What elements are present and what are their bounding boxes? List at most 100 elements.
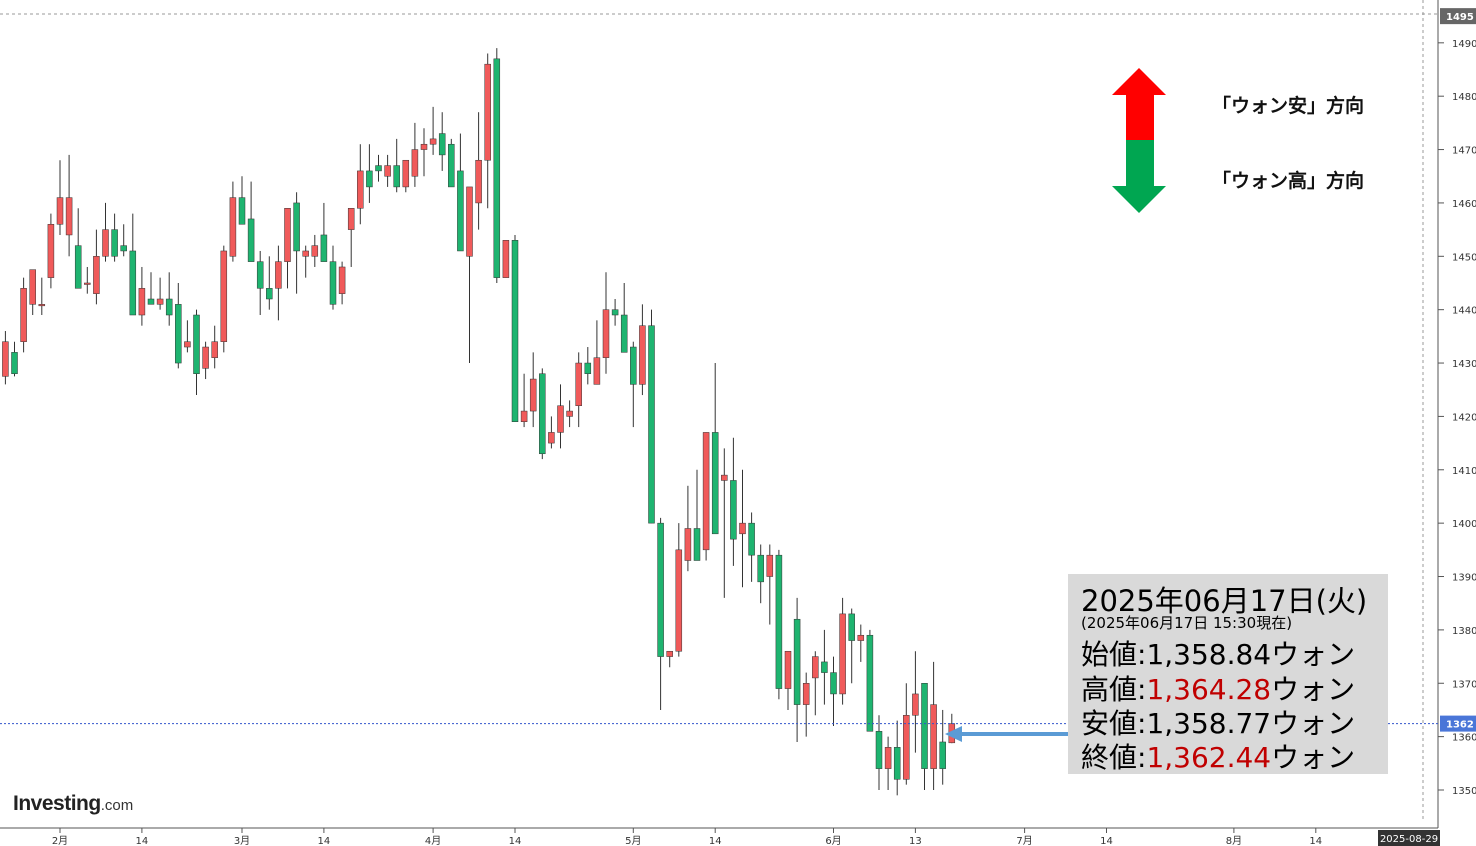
x-tick-label: 6月 (825, 835, 841, 846)
candle (329, 245, 337, 310)
candle (238, 176, 246, 225)
candle (821, 629, 828, 705)
candle-body (74, 245, 82, 289)
candle (484, 53, 491, 209)
candle-body (256, 261, 264, 289)
candle-body (921, 683, 928, 769)
candle (375, 154, 382, 182)
y-tick-label: 1350 (1452, 786, 1476, 797)
candle-body (775, 554, 783, 689)
candle-body (766, 554, 774, 577)
candle (739, 469, 746, 588)
x-tick-label: 14 (136, 836, 149, 846)
candle (56, 160, 64, 235)
info-date: 2025年06月17日(火) (1081, 584, 1368, 618)
candle-body (29, 269, 36, 305)
candle-body (138, 288, 146, 316)
candle (47, 213, 55, 289)
legend-up-arrow (1112, 68, 1166, 140)
candle-body (302, 250, 309, 257)
x-tick-label: 2月 (52, 835, 68, 846)
candle (338, 261, 346, 305)
y-tick-label: 1470 (1452, 146, 1476, 157)
candle (138, 266, 146, 326)
candle-body (875, 731, 883, 769)
candle-body (429, 138, 437, 145)
candle (648, 309, 655, 524)
candle-body (402, 159, 410, 188)
candle (202, 341, 209, 380)
candle (602, 272, 610, 374)
candle (548, 416, 555, 449)
candle (156, 277, 164, 310)
candle (220, 245, 228, 353)
candle (393, 138, 400, 193)
candle (411, 122, 419, 187)
candle-body (229, 197, 237, 257)
candle (593, 320, 601, 385)
candle-body (620, 314, 628, 353)
candle (475, 112, 482, 230)
candle (875, 715, 883, 790)
top-badge-label: 1495 (1446, 12, 1474, 23)
candle (802, 672, 810, 737)
candle (438, 112, 446, 171)
info-low-row: 安値:1,358.77ウォン (1081, 702, 1355, 742)
candle-body (84, 282, 91, 285)
candle (129, 213, 137, 316)
candle-body (393, 165, 400, 188)
candle-body (593, 357, 601, 385)
candle (575, 352, 582, 428)
candle (275, 245, 282, 321)
candle-body (448, 143, 455, 188)
candle (730, 437, 737, 566)
candle-body (338, 266, 346, 294)
pointer-arrow (945, 726, 1068, 742)
candle-body (893, 747, 901, 780)
open-unit: ウォン (1271, 638, 1356, 671)
candle (102, 202, 109, 262)
current-price-badge: 1362 (1440, 715, 1476, 732)
ohlc-info-box: 2025年06月17日(火) (2025年06月17日 15:30現在) 始値:… (1068, 574, 1388, 774)
candle (84, 266, 91, 294)
candle (748, 512, 755, 582)
legend-up-label: 「ウォン安」方向 (1212, 95, 1365, 117)
low-value: 1,358.77 (1146, 707, 1272, 740)
logo-brand: Investing (13, 792, 101, 815)
x-tick-label: 14 (509, 836, 522, 846)
candle-body (484, 63, 491, 161)
candle (639, 304, 646, 396)
candle (293, 192, 300, 294)
candle-body (56, 197, 64, 225)
open-label: 始値: (1081, 638, 1147, 671)
top-price-badge: 1495 (1440, 8, 1476, 25)
candle (266, 256, 273, 310)
close-value: 1,362.44 (1146, 741, 1272, 774)
candle-body (502, 240, 510, 278)
candle-body (47, 224, 55, 278)
price-badge-label: 1362 (1446, 720, 1474, 731)
candle-body (657, 522, 664, 657)
candle (866, 629, 874, 732)
candle (520, 373, 528, 428)
y-axis: 1350 1360 1370 1380 1390 1400 1410 1420 1430 1440… (1438, 39, 1476, 797)
candle-body (293, 202, 300, 252)
y-tick-label: 1360 (1452, 733, 1476, 744)
candle (284, 208, 291, 289)
candle (566, 400, 573, 428)
candle-body (575, 362, 582, 406)
candle (912, 651, 919, 753)
x-tick-label: 14 (318, 836, 331, 846)
candle (539, 368, 546, 460)
candle-body (529, 378, 537, 412)
candle (848, 608, 855, 684)
candle (893, 720, 901, 796)
candle-body (438, 133, 446, 156)
candle (229, 181, 237, 262)
legend-down-arrow (1112, 140, 1166, 213)
candle-body (821, 661, 828, 673)
candle-body (193, 314, 200, 374)
date-badge-label: 2025-08-29 (1380, 834, 1438, 845)
candle (38, 277, 46, 316)
candle (812, 651, 819, 716)
